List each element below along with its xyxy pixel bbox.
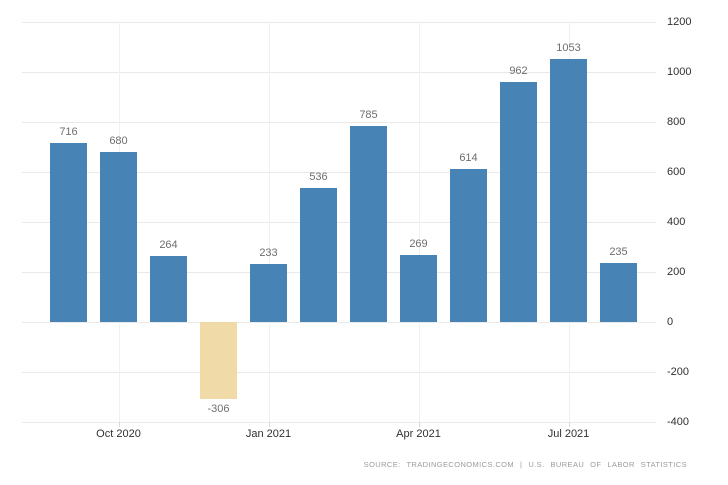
x-axis-tick-label: Jan 2021 (245, 428, 292, 440)
data-bar-positive[interactable] (500, 81, 537, 322)
bar-value-label: 235 (609, 246, 628, 259)
bar-value-label: 680 (109, 135, 128, 147)
bar-value-label: 962 (509, 64, 528, 77)
gridline-horizontal (22, 372, 656, 373)
y-axis-tick-label: -200 (667, 366, 690, 378)
bar-value-label: 536 (309, 171, 328, 183)
x-axis-tick-label: Apr 2021 (396, 428, 441, 440)
bar-value-label: -306 (207, 402, 230, 415)
data-bar-positive[interactable] (600, 263, 637, 322)
gridline-horizontal (22, 422, 656, 423)
data-bar-positive[interactable] (300, 188, 337, 322)
bar-value-label: 264 (159, 239, 178, 251)
y-axis-tick-label: 600 (667, 166, 686, 178)
x-axis-tick-mark (118, 422, 120, 427)
gridline-horizontal (22, 322, 656, 323)
bar-value-label: 1053 (556, 41, 581, 54)
bar-value-label: 716 (59, 126, 78, 138)
y-axis-tick-label: 200 (667, 266, 686, 278)
data-bar-positive[interactable] (150, 256, 187, 322)
gridline-horizontal (22, 122, 656, 123)
bar-value-label: 233 (259, 246, 278, 259)
y-axis-tick-label: 400 (667, 216, 686, 228)
gridline-horizontal (22, 172, 656, 173)
x-axis-tick-label: Jul 2021 (547, 428, 590, 440)
gridline-horizontal (22, 22, 656, 23)
data-bar-positive[interactable] (250, 263, 287, 322)
x-axis-tick-label: Oct 2020 (96, 428, 141, 440)
x-axis-tick-mark (268, 422, 270, 427)
gridline-horizontal (22, 272, 656, 273)
data-bar-positive[interactable] (450, 168, 487, 322)
y-axis-tick-label: 0 (667, 316, 674, 328)
data-bar-negative[interactable] (200, 322, 237, 399)
gridline-horizontal (22, 222, 656, 223)
y-axis-tick-label: 1000 (667, 66, 692, 78)
data-bar-positive[interactable] (400, 254, 437, 322)
bar-value-label: 785 (359, 108, 378, 121)
x-axis-tick-mark (418, 422, 420, 427)
y-axis-tick-label: -400 (667, 416, 690, 428)
y-axis-tick-label: 1200 (667, 16, 692, 28)
y-axis-tick-label: 800 (667, 116, 686, 128)
data-bar-positive[interactable] (350, 125, 387, 322)
source-attribution: SOURCE: TRADINGECONOMICS.COM | U.S. BURE… (363, 460, 687, 469)
gridline-vertical (418, 22, 420, 422)
data-bar-positive[interactable] (550, 58, 587, 322)
data-bar-positive[interactable] (100, 152, 137, 322)
bar-value-label: 269 (409, 237, 428, 250)
gridline-vertical (268, 22, 270, 422)
bar-value-label: 614 (459, 151, 478, 164)
data-bar-positive[interactable] (50, 143, 87, 322)
gridline-horizontal (22, 72, 656, 73)
x-axis-tick-mark (568, 422, 570, 427)
